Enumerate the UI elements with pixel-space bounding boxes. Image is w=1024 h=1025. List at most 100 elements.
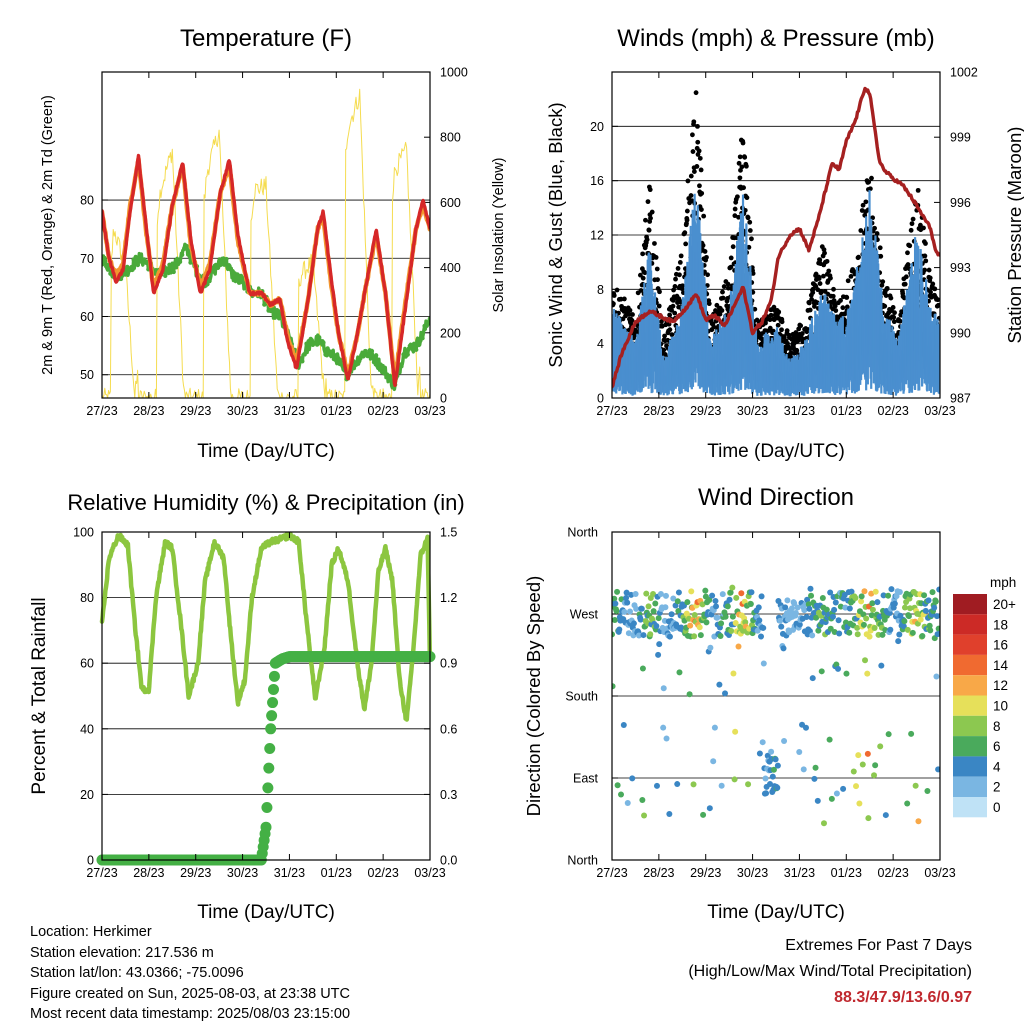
gust-point — [684, 217, 690, 223]
gust-point — [644, 237, 650, 243]
y-axis-label: Sonic Wind & Gust (Blue, Black) — [545, 102, 566, 367]
gust-point — [621, 296, 627, 302]
x-tick-label: 31/23 — [274, 404, 305, 418]
direction-point — [872, 588, 879, 595]
direction-point — [809, 632, 816, 639]
station-location: Location: Herkimer — [30, 924, 152, 940]
gust-point — [671, 287, 676, 293]
x-tick-label: 02/23 — [368, 866, 399, 880]
direction-point — [718, 620, 725, 627]
direction-point — [929, 589, 936, 596]
x-tick-label: 30/23 — [737, 866, 768, 880]
direction-point — [895, 638, 902, 645]
gust-point — [688, 173, 694, 179]
gust-point — [826, 268, 832, 274]
direction-point — [888, 586, 895, 593]
extremes-values: 88.3/47.9/13.6/0.97 — [834, 989, 972, 1006]
recent-data-timestamp: Most recent data timestamp: 2025/08/03 2… — [30, 1006, 351, 1022]
direction-point — [660, 724, 667, 731]
gust-point — [648, 215, 653, 221]
y2-tick-label: 0.9 — [440, 657, 457, 671]
direction-point — [801, 607, 808, 614]
gust-point — [677, 259, 683, 265]
dewpoint-point — [416, 342, 421, 347]
direction-point — [754, 627, 761, 634]
direction-point — [639, 665, 646, 672]
direction-point — [900, 623, 907, 630]
y2-tick-label: 800 — [440, 131, 461, 145]
x-tick-label: 29/23 — [180, 866, 211, 880]
colorbar-title: mph — [990, 575, 1016, 590]
gust-point — [922, 267, 928, 273]
direction-point — [711, 724, 718, 731]
speed-colorbar: mph 20+ 18 16 14 12 10 8 6 4 2 0 — [953, 575, 1016, 818]
dewpoint-point — [411, 341, 417, 346]
direction-point — [728, 627, 735, 634]
gust-point — [775, 322, 781, 328]
direction-point — [656, 641, 663, 648]
direction-point — [758, 593, 765, 600]
dewpoint-point — [135, 262, 141, 268]
dewpoint-point — [369, 348, 375, 354]
precip-point — [263, 762, 275, 774]
direction-point — [865, 815, 872, 822]
gust-point — [867, 186, 873, 192]
y-tick-label: 0 — [87, 854, 94, 868]
gust-point — [833, 308, 839, 313]
gust-point — [667, 327, 673, 333]
direction-point — [706, 596, 713, 603]
dewpoint-point — [314, 342, 320, 347]
y-axis-label: 2m & 9m T (Red, Orange) & 2m Td (Green) — [40, 95, 56, 375]
y2-tick-label: 999 — [950, 131, 971, 145]
x-tick-label: 02/23 — [368, 404, 399, 418]
direction-point — [691, 633, 698, 640]
direction-point — [707, 644, 714, 651]
gust-point — [824, 258, 830, 264]
gust-point — [683, 241, 689, 247]
x-tick-label: 02/23 — [878, 404, 909, 418]
direction-point — [758, 633, 765, 640]
y-tick-label: East — [573, 772, 599, 786]
direction-point — [811, 775, 818, 782]
colorbar-swatch — [953, 695, 987, 716]
y2-tick-label: 996 — [950, 196, 971, 210]
gust-point — [695, 139, 701, 145]
dewpoint-point — [122, 272, 128, 277]
direction-point — [932, 598, 939, 605]
direction-point — [676, 669, 683, 676]
direction-point — [832, 599, 839, 606]
direction-point — [925, 597, 932, 604]
gust-point — [744, 195, 750, 201]
gust-point — [798, 323, 804, 329]
direction-point — [871, 772, 878, 779]
gust-point — [830, 293, 836, 299]
direction-point — [827, 589, 834, 596]
direction-point — [675, 607, 682, 614]
direction-point — [717, 632, 724, 639]
direction-point — [674, 781, 681, 788]
direction-point — [691, 611, 698, 618]
dewpoint-point — [179, 252, 185, 257]
dewpoint-point — [274, 307, 280, 313]
gust-point — [888, 295, 894, 301]
x-tick-label: 30/23 — [227, 404, 258, 418]
humidity-chart: 0 20 40 60 80 100 0.0 0.3 0.6 0.9 1.2 1.5 27/23 28/23… — [29, 490, 465, 923]
direction-point — [663, 735, 670, 742]
direction-point — [756, 617, 763, 624]
direction-point — [854, 624, 861, 631]
direction-point — [666, 633, 673, 640]
direction-point — [759, 739, 766, 746]
direction-point — [908, 730, 915, 737]
gust-point — [745, 215, 751, 221]
direction-point — [807, 585, 814, 592]
gust-point — [720, 295, 726, 301]
gust-point — [866, 179, 872, 185]
gust-point — [677, 272, 682, 278]
gust-point — [690, 132, 695, 138]
plot-area — [102, 72, 430, 398]
direction-point — [616, 626, 623, 633]
gust-point — [626, 312, 632, 317]
direction-point — [861, 588, 868, 595]
colorbar-label: 16 — [993, 638, 1008, 653]
dewpoint-point — [125, 264, 130, 270]
